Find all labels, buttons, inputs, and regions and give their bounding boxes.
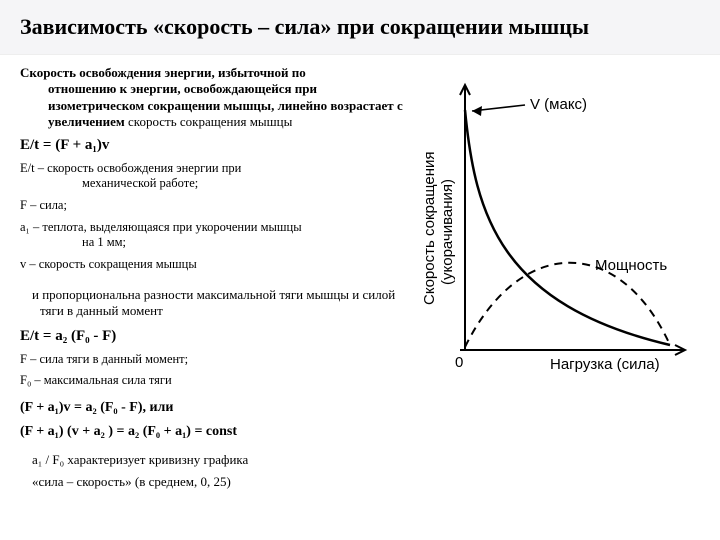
- origin-label: 0: [455, 354, 463, 371]
- x-axis-label: Нагрузка (сила): [550, 356, 660, 373]
- legend-a1: a₁ – теплота, выделяющаяся при укорочени…: [20, 220, 410, 251]
- legend-v: v – скорость сокращения мышцы: [20, 257, 410, 273]
- vmax-label: V (макс): [530, 96, 587, 113]
- intro-bold-1: Скорость освобождения энергии, избыточно…: [20, 65, 306, 80]
- force-velocity-chart: V (макс) Мощность 0 Нагрузка (сила) Скор…: [410, 65, 700, 405]
- y-axis-label-1: Скорость сокращения: [421, 151, 438, 305]
- legend-et-a: E/t – скорость освобождения энергии при: [20, 161, 241, 175]
- intro-paragraph: Скорость освобождения энергии, избыточно…: [20, 65, 410, 130]
- title-band: Зависимость «скорость – сила» при сокращ…: [0, 0, 720, 55]
- intro-tail: скорость сокращения мышцы: [125, 114, 293, 129]
- formula-1: E/t = (F + a₁)v: [20, 136, 410, 155]
- legend-a1-b: на 1 мм;: [34, 235, 126, 249]
- mid-paragraph: и пропорциональна разности максимальной …: [20, 287, 410, 320]
- final-1: a₁ / F₀ характеризует кривизну графика: [20, 452, 410, 468]
- legend-a1-a: a₁ – теплота, выделяющаяся при укорочени…: [20, 220, 302, 234]
- final-2: «сила – скорость» (в среднем, 0, 25): [20, 474, 410, 490]
- formula-2: E/t = a₂ (F₀ - F): [20, 327, 410, 346]
- chart-column: V (макс) Мощность 0 Нагрузка (сила) Скор…: [410, 65, 710, 497]
- y-axis-label-2: (укорачивания): [439, 179, 456, 285]
- legend-et: E/t – скорость освобождения энергии при …: [20, 161, 410, 192]
- power-label: Мощность: [595, 257, 667, 274]
- text-column: Скорость освобождения энергии, избыточно…: [20, 65, 410, 497]
- content-row: Скорость освобождения энергии, избыточно…: [0, 55, 720, 497]
- legend-f2: F – сила тяги в данный момент;: [20, 352, 410, 368]
- legend-et-b: механической работе;: [34, 176, 198, 190]
- formula-3a: (F + a₁)v = a₂ (F₀ - F), или: [20, 399, 410, 417]
- velocity-curve: [465, 110, 670, 345]
- formula-3b: (F + a₁) (v + a₂ ) = a₂ (F₀ + a₁) = cons…: [20, 423, 410, 441]
- vmax-arrow-head-icon: [472, 106, 482, 116]
- legend-f0: F₀ – максимальная сила тяги: [20, 373, 410, 389]
- legend-f: F – сила;: [20, 198, 410, 214]
- page-title: Зависимость «скорость – сила» при сокращ…: [20, 14, 708, 40]
